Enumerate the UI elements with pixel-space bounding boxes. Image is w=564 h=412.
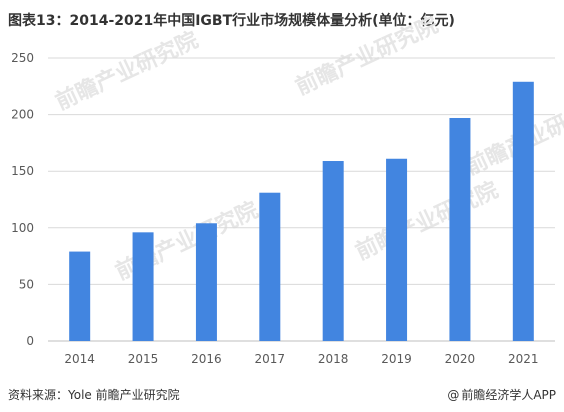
bar-2021 bbox=[512, 81, 534, 341]
bar-2018 bbox=[322, 161, 344, 341]
y-tick-label: 250 bbox=[11, 51, 34, 65]
x-tick-label: 2021 bbox=[508, 352, 539, 366]
x-tick-label: 2015 bbox=[128, 352, 159, 366]
source-note: 资料来源：Yole 前瞻产业研究院 bbox=[8, 388, 180, 402]
chart-title: 图表13：2014-2021年中国IGBT行业市场规模体量分析(单位：亿元) bbox=[8, 13, 455, 29]
y-tick-label: 50 bbox=[19, 277, 34, 291]
bars bbox=[69, 81, 534, 341]
watermark-text: 前瞻产业研究院 bbox=[352, 177, 503, 266]
at-sign-icon: @ bbox=[447, 388, 460, 402]
bar-2017 bbox=[259, 192, 281, 341]
x-tick-label: 2020 bbox=[445, 352, 476, 366]
watermark-text: 前瞻产业研究院 bbox=[462, 92, 564, 181]
x-tick-label: 2017 bbox=[255, 352, 286, 366]
x-axis-ticks: 2014 2015 2016 2017 2018 2019 2020 2021 bbox=[64, 352, 538, 366]
credit-text: 前瞻经济学人APP bbox=[461, 388, 556, 402]
x-tick-label: 2019 bbox=[381, 352, 412, 366]
y-tick-label: 100 bbox=[11, 221, 34, 235]
bar-2015 bbox=[132, 232, 154, 341]
y-tick-label: 0 bbox=[26, 334, 34, 348]
watermark-text: 前瞻产业研究院 bbox=[52, 27, 203, 116]
y-tick-label: 200 bbox=[11, 108, 34, 122]
gridlines bbox=[48, 57, 555, 342]
y-tick-label: 150 bbox=[11, 164, 34, 178]
credit-label: @ 前瞻经济学人APP bbox=[447, 386, 556, 403]
bar-2014 bbox=[69, 251, 91, 341]
x-tick-label: 2014 bbox=[64, 352, 95, 366]
bar-2016 bbox=[195, 223, 217, 341]
bar-2019 bbox=[386, 158, 408, 341]
x-tick-label: 2018 bbox=[318, 352, 349, 366]
watermark-text: 前瞻产业研究院 bbox=[292, 12, 443, 101]
watermark-layer: 前瞻产业研究院前瞻产业研究院前瞻产业研究院前瞻产业研究院前瞻产业研究院 bbox=[52, 12, 564, 286]
bar-2020 bbox=[449, 117, 471, 341]
y-axis-ticks: 0 50 100 150 200 250 bbox=[11, 51, 34, 348]
x-tick-label: 2016 bbox=[191, 352, 222, 366]
